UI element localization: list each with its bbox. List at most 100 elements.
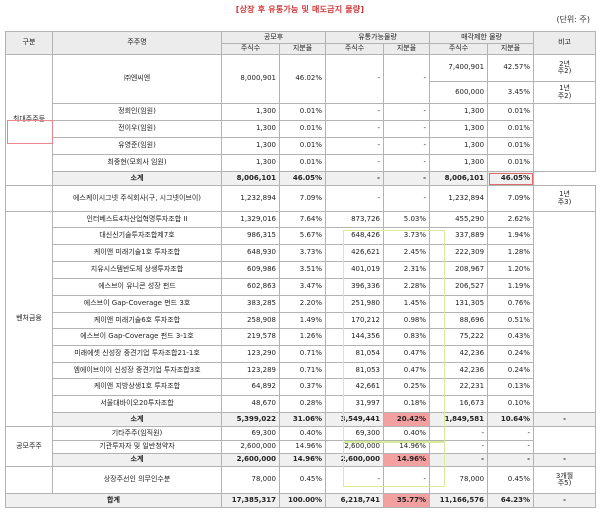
tradable-ratio: 1.45% [383,295,431,313]
tradable-ratio: 2.28% [383,278,431,296]
tradable-shares: - [325,185,385,212]
tradable-shares: - [325,154,385,172]
note: - [533,493,597,508]
tradable-ratio: - [383,120,431,138]
col-tradable: 유통가능물량 [325,31,431,44]
table-row: 케이앤 지방상생1호 투자조합 64,892 0.37% 42,661 0.25% 22,… [6,378,596,396]
after-ipo-shares: 1,232,894 [221,185,280,212]
after-ipo-ratio: 0.01% [278,120,327,138]
after-ipo-shares: 69,300 [221,426,280,441]
col-group: 구분 [5,31,53,55]
after-ipo-shares: 8,006,101 [221,171,280,186]
tradable-ratio: 0.18% [383,395,431,413]
restricted-shares: 222,309 [429,244,489,262]
table-row: 케이앤 미래기술6호 투자조합 258,908 1.49% 170,212 0.98% 8… [6,312,596,329]
after-ipo-ratio: 3.47% [278,278,327,296]
after-ipo-shares: 123,290 [221,345,280,363]
after-ipo-ratio: 2.20% [278,295,327,313]
after-ipo-ratio: 100.00% [278,493,327,508]
tradable-ratio: - [383,466,431,494]
after-ipo-ratio: 0.37% [278,378,327,396]
table-row: 정회인(임원) 1,300 0.01% - -1,300 0.01% [6,103,597,172]
after-ipo-ratio: 7.09% [278,185,327,212]
after-ipo-ratio: 0.45% [278,466,327,494]
tradable-shares: - [325,171,385,186]
col-holder: 주주명 [52,31,222,55]
after-ipo-ratio: 14.96% [278,440,327,454]
tradable-shares: 144,356 [325,328,385,346]
after-ipo-ratio: 3.73% [278,244,327,262]
restricted-ratio: 0.24% [487,362,535,379]
tradable-ratio: 2.45% [383,244,431,262]
group-empty [5,185,53,212]
table-row: 전이우(임원) 1,300 0.01% - -1,300 0.01% [6,120,596,138]
restricted-ratio: 0.10% [487,395,535,413]
tradable-ratio: 0.40% [383,426,431,441]
holder-name: 에스브이 Gap-Coverage 펀드 3호 [52,295,222,313]
table-row: 상장주선인 의무인수분 78,000 0.45% - -78,000 0.45% 3개월 주… [5,466,597,494]
holder-name: 최중현(모회사 임원) [52,154,222,172]
tradable-shares: 81,053 [325,362,385,379]
restricted-shares: 600,000 [429,81,489,104]
tradable-shares: - [325,103,385,121]
restricted-shares: 131,305 [429,295,489,313]
group-ipo: 공모주주 [5,426,53,467]
table-row: 에스케이시그넷 주식회사(구, 시그넷이브이) 1,232,894 7.09% - -1… [5,185,597,212]
tradable-ratio: - [383,137,431,155]
table-row: 에스브이 유니콘 성장 펀드 602,863 3.47% 396,336 2.28% 20… [6,278,596,296]
note [533,211,597,413]
after-ipo-shares: 2,600,000 [221,440,280,454]
tradable-shares: 42,661 [325,378,385,396]
restricted-shares: 206,527 [429,278,489,296]
tradable-ratio: 20.42% [383,412,431,427]
holder-name: 에스브이 유니콘 성장 펀드 [52,278,222,296]
restricted-shares: 22,231 [429,378,489,396]
holder-name: 서울대바이오20투자조합 [52,395,222,413]
table-row: 대신신기술투자조합제7호 986,315 5.67% 648,426 3.73% 337,… [6,227,596,245]
holder-name: 소계 [52,453,222,467]
restricted-ratio: 2.62% [487,211,535,228]
after-ipo-ratio: 46.02% [278,54,327,104]
tradable-ratio: 0.47% [383,345,431,363]
subtotal-row: 합계 17,385,317 100.00% 6,218,741 35.77% 11,166… [5,493,597,508]
tradable-shares: - [325,120,385,138]
table-row: 서울대바이오20투자조합 48,670 0.28% 31,997 0.18% 16,673… [6,395,596,413]
restricted-ratio: 1.20% [487,261,535,279]
tradable-shares: - [325,54,385,104]
table-row: 최대주주등 ㈜엔씨엔 8,000,901 46.02% - -7,400,901 42.57… [5,54,597,186]
holder-name: 케이앤 미래기술1호 투자조합 [52,244,222,262]
restricted-ratio: 0.51% [487,312,535,329]
table-row: 에스브이 Gap-Coverage 펀드 3호 383,285 2.20% 251,9… [6,295,596,313]
after-ipo-shares: 258,908 [221,312,280,329]
table-row: 에스브이 Gap-Coverage 펀드 3-1호 219,578 1.26% 144… [6,328,596,346]
restricted-shares: 455,290 [429,211,489,228]
restricted-shares: 1,300 [429,154,489,172]
tradable-shares: 31,997 [325,395,385,413]
after-ipo-ratio: 31.06% [278,412,327,427]
tradable-ratio: 0.83% [383,328,431,346]
restricted-ratio: 0.01% [487,154,535,172]
table-row: 최중현(모회사 임원) 1,300 0.01% - -1,300 0.01% [6,154,596,172]
holder-name: 대신신기술투자조합제7호 [52,227,222,245]
restricted-ratio: 1.94% [487,227,535,245]
restricted-ratio: 0.76% [487,295,535,313]
holder-name: 케이앤 미래기술6호 투자조합 [52,312,222,329]
tradable-ratio: - [383,171,431,186]
subtotal-row: 소계 8,006,101 46.05% - -8,006,101 46.05% [6,171,596,186]
note: - [533,453,597,467]
restricted-ratio: 7.09% [487,185,535,212]
col-shares: 주식수 [221,43,280,55]
tradable-ratio: 3.73% [383,227,431,245]
tradable-shares: 2,600,000 [325,453,385,467]
restricted-ratio: 0.01% [487,120,535,138]
tradable-shares: 401,019 [325,261,385,279]
restricted-ratio: 64.23% [487,493,535,508]
restricted-shares: 1,300 [429,137,489,155]
page-title: [상장 후 유통가능 및 매도금지 물량] [235,5,365,14]
restricted-shares: - [429,453,489,467]
restricted-shares: 78,000 [429,466,489,494]
note: 2년 주2) [533,54,597,82]
holder-name: 기타주주(임직원) [52,426,222,441]
after-ipo-ratio: 0.40% [278,426,327,441]
holder-name: 지유시스템반도체 상생투자조합 [52,261,222,279]
